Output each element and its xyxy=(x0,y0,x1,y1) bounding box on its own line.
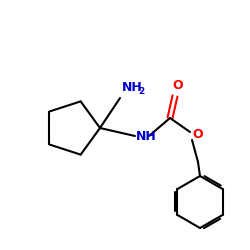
Text: 2: 2 xyxy=(138,87,144,96)
Text: NH: NH xyxy=(122,81,143,94)
Text: O: O xyxy=(192,128,202,141)
Text: O: O xyxy=(173,79,183,92)
Text: NH: NH xyxy=(136,130,157,143)
